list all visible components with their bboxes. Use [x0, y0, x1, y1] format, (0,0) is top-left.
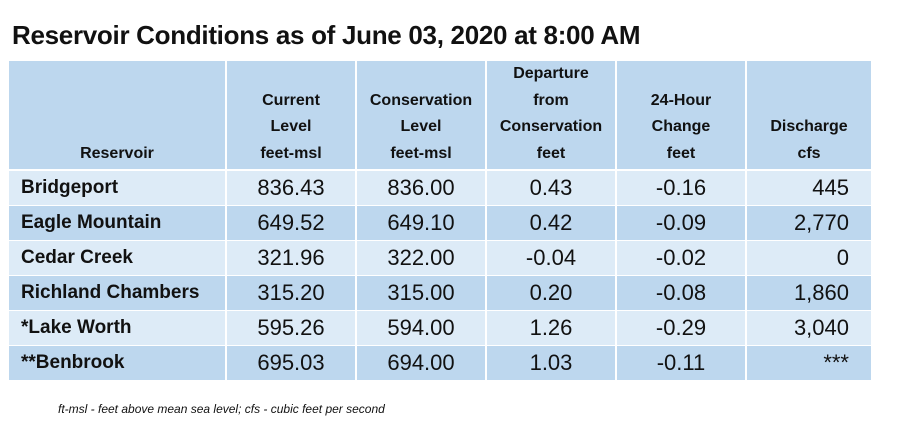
current-level: 836.43 — [225, 171, 355, 206]
header-line: Reservoir — [80, 144, 154, 162]
header-line: Level — [270, 118, 312, 135]
header-discharge: Discharge cfs — [745, 61, 871, 171]
header-line: Discharge — [770, 118, 848, 135]
change-24h: -0.29 — [615, 311, 745, 346]
current-level: 595.26 — [225, 311, 355, 346]
departure: 1.26 — [485, 311, 615, 346]
reservoir-name: *Lake Worth — [9, 311, 225, 346]
change-24h: -0.09 — [615, 206, 745, 241]
footnote: ft-msl - feet above mean sea level; cfs … — [58, 402, 385, 416]
header-line: from — [533, 91, 569, 109]
conservation-level: 836.00 — [355, 171, 485, 206]
change-24h: -0.02 — [615, 241, 745, 276]
departure: 0.20 — [485, 276, 615, 311]
table-row: Richland Chambers 315.20 315.00 0.20 -0.… — [9, 276, 871, 311]
header-line: feet — [536, 144, 566, 162]
conservation-level: 322.00 — [355, 241, 485, 276]
change-24h: -0.16 — [615, 171, 745, 206]
header-row: Reservoir Current Level feet-msl Conserv… — [9, 61, 871, 171]
header-line: feet-msl — [260, 144, 322, 162]
table-row: *Lake Worth 595.26 594.00 1.26 -0.29 3,0… — [9, 311, 871, 346]
reservoir-name: **Benbrook — [9, 346, 225, 381]
header-line: Departure — [513, 65, 589, 82]
header-departure: Departure from Conservation feet — [485, 61, 615, 171]
reservoir-name: Eagle Mountain — [9, 206, 225, 241]
reservoir-name: Richland Chambers — [9, 276, 225, 311]
departure: 0.43 — [485, 171, 615, 206]
reservoir-table: Reservoir Current Level feet-msl Conserv… — [9, 61, 871, 381]
table-body: Bridgeport 836.43 836.00 0.43 -0.16 445 … — [9, 171, 871, 381]
header-line: 24-Hour — [650, 91, 712, 109]
discharge: 3,040 — [745, 311, 871, 346]
table-row: Bridgeport 836.43 836.00 0.43 -0.16 445 — [9, 171, 871, 206]
header-conservation-level: Conservation Level feet-msl — [355, 61, 485, 171]
conservation-level: 694.00 — [355, 346, 485, 381]
header-line: Conservation — [369, 91, 473, 109]
conservation-level: 594.00 — [355, 311, 485, 346]
header-line: Change — [651, 118, 711, 135]
discharge: 1,860 — [745, 276, 871, 311]
header-reservoir: Reservoir — [9, 61, 225, 171]
current-level: 695.03 — [225, 346, 355, 381]
header-current-level: Current Level feet-msl — [225, 61, 355, 171]
table-row: **Benbrook 695.03 694.00 1.03 -0.11 *** — [9, 346, 871, 381]
header-line: Conservation — [499, 118, 603, 135]
current-level: 321.96 — [225, 241, 355, 276]
header-line: Current — [262, 91, 320, 109]
departure: 1.03 — [485, 346, 615, 381]
reservoir-name: Cedar Creek — [9, 241, 225, 276]
page-title: Reservoir Conditions as of June 03, 2020… — [12, 20, 641, 50]
header-line: feet-msl — [390, 144, 452, 162]
header-24-hour-change: 24-Hour Change feet — [615, 61, 745, 171]
current-level: 649.52 — [225, 206, 355, 241]
change-24h: -0.11 — [615, 346, 745, 381]
change-24h: -0.08 — [615, 276, 745, 311]
table-row: Eagle Mountain 649.52 649.10 0.42 -0.09 … — [9, 206, 871, 241]
header-line: feet — [666, 144, 696, 162]
conservation-level: 315.00 — [355, 276, 485, 311]
current-level: 315.20 — [225, 276, 355, 311]
table-header: Reservoir Current Level feet-msl Conserv… — [9, 61, 871, 171]
conservation-level: 649.10 — [355, 206, 485, 241]
departure: 0.42 — [485, 206, 615, 241]
table-row: Cedar Creek 321.96 322.00 -0.04 -0.02 0 — [9, 241, 871, 276]
reservoir-name: Bridgeport — [9, 171, 225, 206]
header-line: Level — [400, 118, 442, 135]
header-line: cfs — [797, 144, 821, 162]
discharge: 0 — [745, 241, 871, 276]
discharge: 2,770 — [745, 206, 871, 241]
discharge: *** — [745, 346, 871, 381]
departure: -0.04 — [485, 241, 615, 276]
discharge: 445 — [745, 171, 871, 206]
